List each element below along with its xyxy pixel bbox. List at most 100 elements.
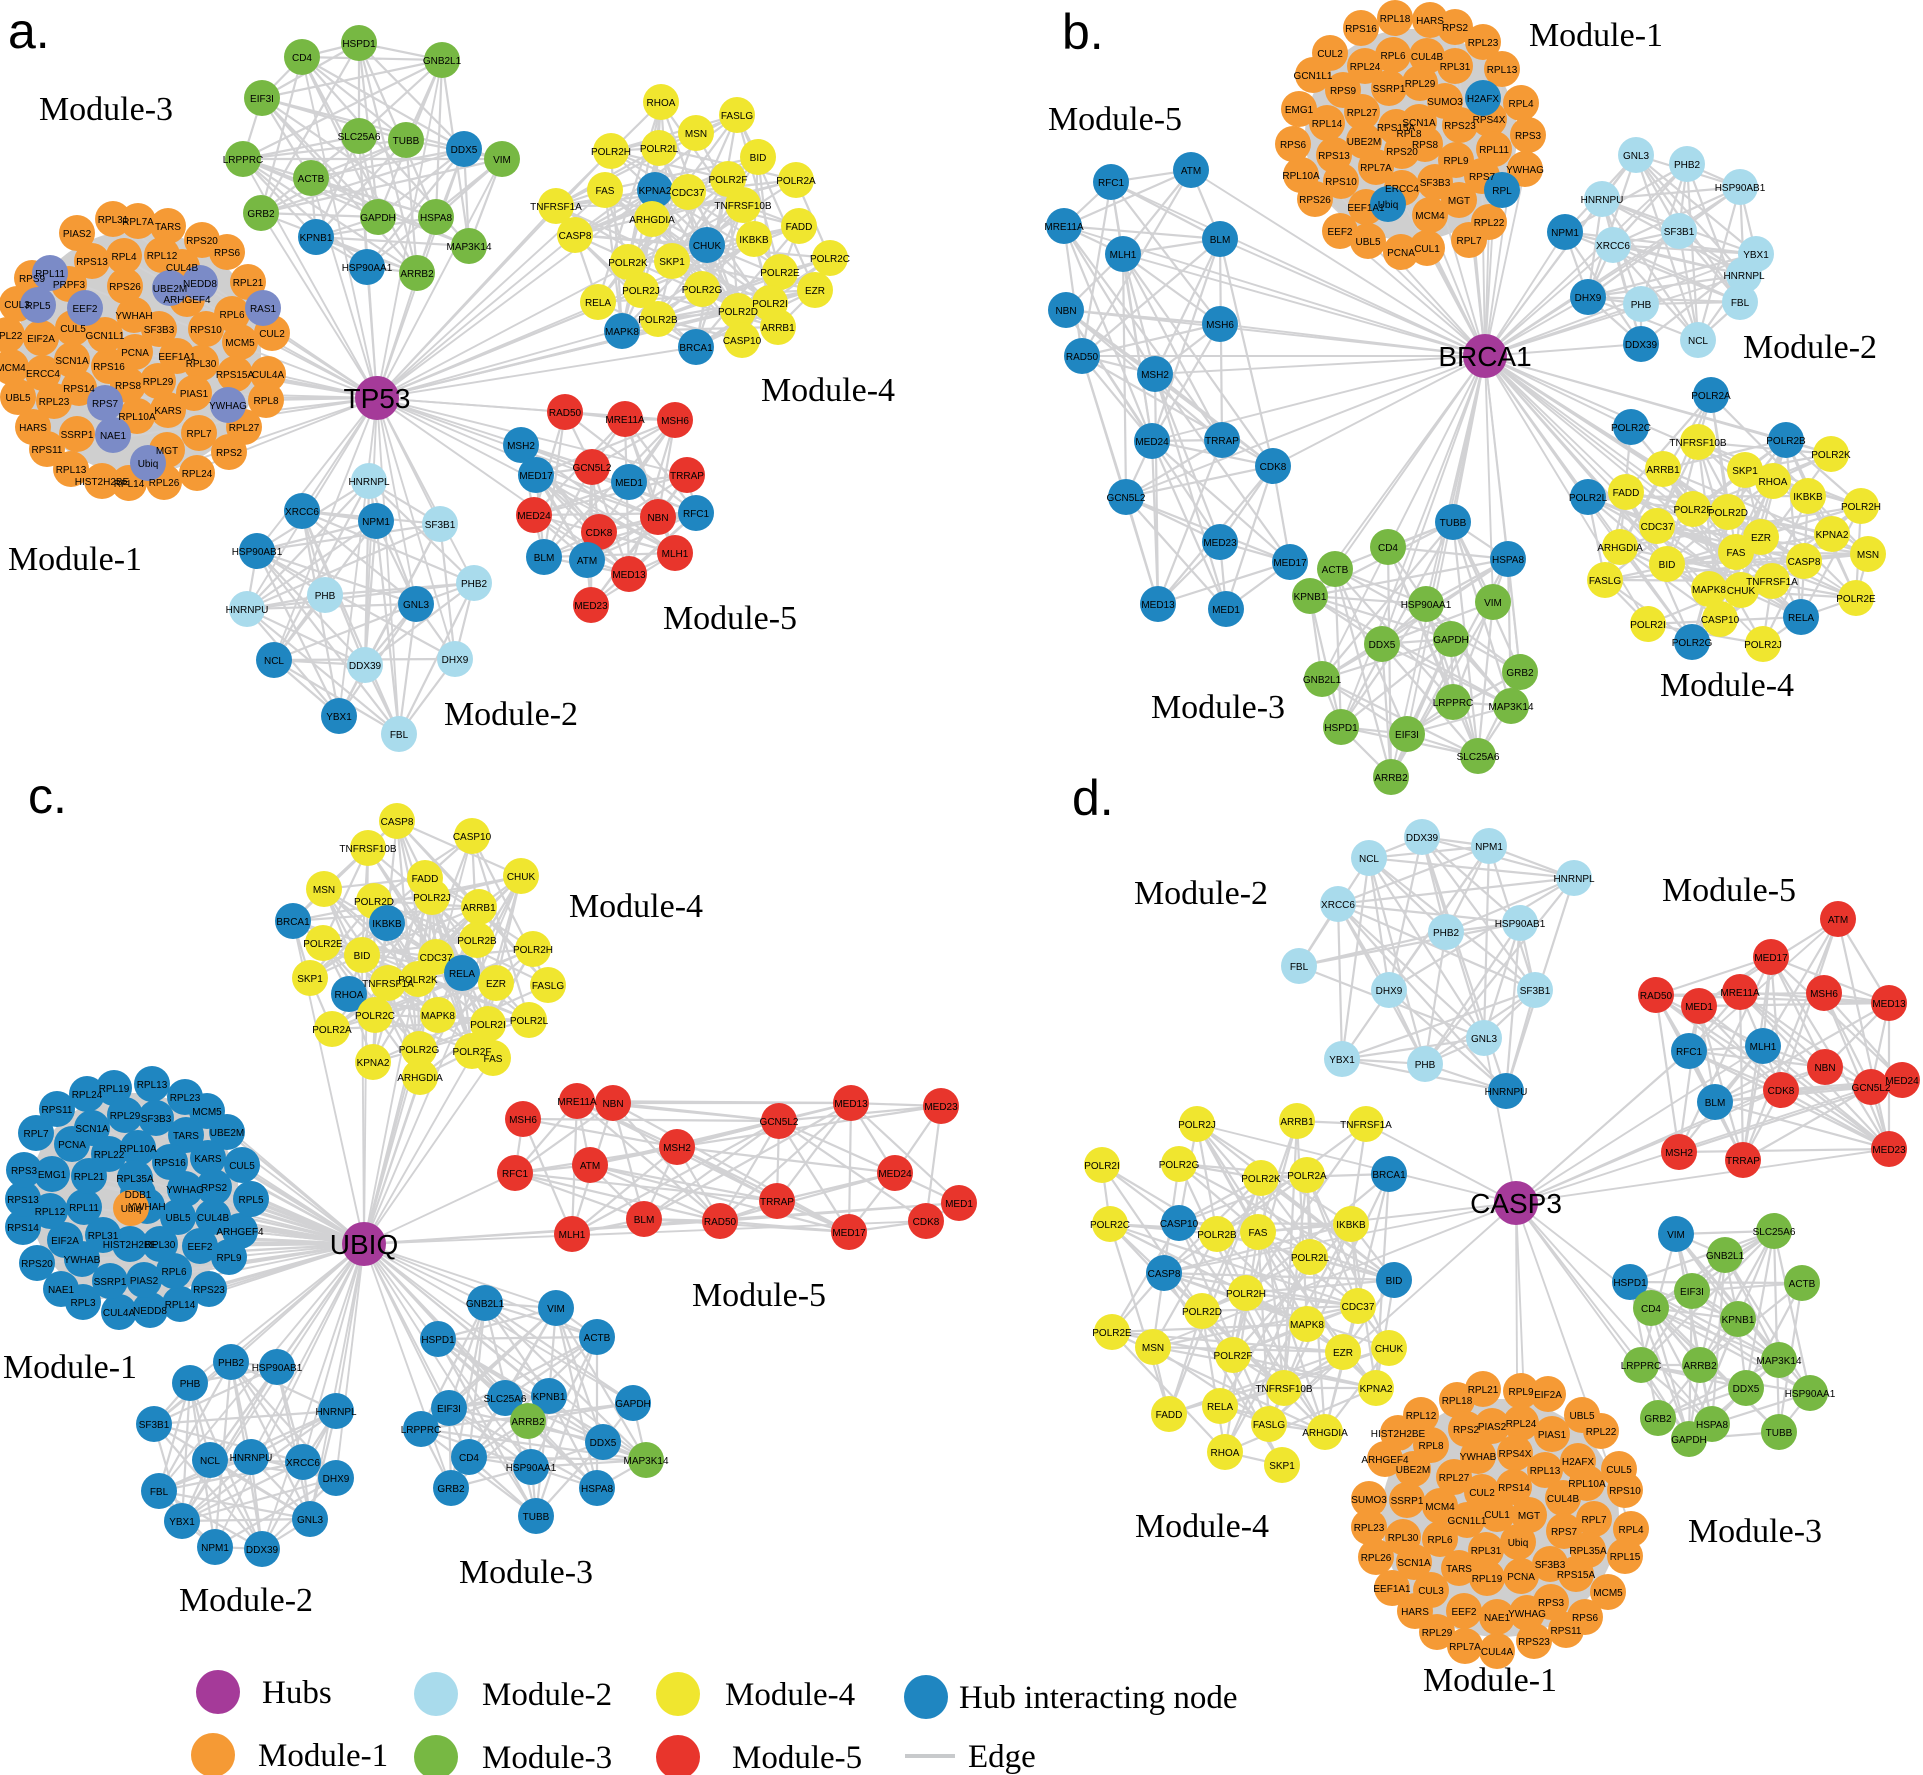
svg-text:KARS: KARS	[194, 1154, 222, 1165]
svg-text:RPL27: RPL27	[229, 423, 260, 434]
svg-text:RPS11: RPS11	[32, 445, 63, 456]
svg-text:ARRB1: ARRB1	[1646, 465, 1680, 476]
svg-text:ARHGDIA: ARHGDIA	[1597, 543, 1643, 554]
svg-text:Module-2: Module-2	[482, 1677, 612, 1713]
svg-text:DDX39: DDX39	[246, 1545, 279, 1556]
svg-text:HSP90AA1: HSP90AA1	[1401, 600, 1452, 611]
svg-text:POLR2E: POLR2E	[760, 268, 800, 279]
svg-text:ARHGDIA: ARHGDIA	[1302, 1428, 1348, 1439]
svg-text:IKBKB: IKBKB	[739, 235, 769, 246]
svg-text:MCM5: MCM5	[192, 1107, 222, 1118]
svg-text:Module-1: Module-1	[258, 1738, 388, 1774]
svg-text:PCNA: PCNA	[58, 1140, 86, 1151]
svg-text:RPL: RPL	[1492, 186, 1512, 197]
svg-text:Module-5: Module-5	[663, 600, 797, 637]
svg-text:CD4: CD4	[1641, 1304, 1661, 1315]
svg-text:XRCC6: XRCC6	[1596, 241, 1630, 252]
svg-text:FAS: FAS	[484, 1054, 503, 1065]
svg-text:ATM: ATM	[1181, 166, 1201, 177]
svg-text:POLR2C: POLR2C	[1611, 423, 1651, 434]
svg-text:CUL5: CUL5	[60, 324, 86, 335]
svg-text:CHUK: CHUK	[1727, 586, 1756, 597]
svg-text:ARHGEF4: ARHGEF4	[1361, 1455, 1409, 1466]
svg-text:KPNA2: KPNA2	[357, 1058, 390, 1069]
svg-text:POLR2L: POLR2L	[1291, 1253, 1330, 1264]
svg-text:Hubs: Hubs	[262, 1675, 332, 1711]
svg-text:NEDD8: NEDD8	[183, 279, 217, 290]
svg-text:RPL23: RPL23	[1354, 1523, 1385, 1534]
svg-text:POLR2B: POLR2B	[457, 936, 497, 947]
svg-text:RPL11: RPL11	[35, 269, 65, 280]
svg-text:HSP90AB1: HSP90AB1	[1495, 919, 1546, 930]
svg-text:RPL24: RPL24	[1350, 62, 1381, 73]
svg-text:HSPD1: HSPD1	[1613, 1278, 1647, 1289]
svg-text:TRRAP: TRRAP	[1205, 436, 1239, 447]
svg-text:POLR2J: POLR2J	[1178, 1120, 1216, 1131]
svg-text:POLR2A: POLR2A	[312, 1025, 352, 1036]
svg-text:TUBB: TUBB	[1766, 1428, 1793, 1439]
svg-text:EZR: EZR	[805, 286, 825, 297]
svg-text:RPS13: RPS13	[76, 257, 108, 268]
svg-text:Module-3: Module-3	[459, 1554, 593, 1591]
svg-text:RPS10: RPS10	[1325, 177, 1357, 188]
svg-text:Module-2: Module-2	[1134, 875, 1268, 912]
svg-text:RPL4: RPL4	[1508, 99, 1533, 110]
svg-text:TNFRSF1A: TNFRSF1A	[1340, 1120, 1392, 1131]
svg-text:ACTB: ACTB	[584, 1333, 611, 1344]
svg-text:RPL18: RPL18	[1442, 1396, 1473, 1407]
svg-text:RELA: RELA	[1788, 613, 1814, 624]
svg-text:RPL31: RPL31	[1471, 1546, 1502, 1557]
svg-text:RPL31: RPL31	[1440, 62, 1471, 73]
svg-text:RPS4X: RPS4X	[1473, 115, 1506, 126]
svg-text:ARHGEF4: ARHGEF4	[163, 295, 211, 306]
svg-text:RPS26: RPS26	[109, 282, 141, 293]
svg-text:EZR: EZR	[486, 979, 506, 990]
svg-text:RPL35A: RPL35A	[116, 1174, 154, 1185]
svg-text:RHOA: RHOA	[335, 990, 364, 1001]
svg-text:TNFRSF10B: TNFRSF10B	[714, 201, 772, 212]
svg-text:RPL22: RPL22	[1586, 1427, 1617, 1438]
svg-text:LRPPRC: LRPPRC	[401, 1425, 442, 1436]
svg-text:MAP3K14: MAP3K14	[446, 242, 491, 253]
svg-text:SLC25A6: SLC25A6	[1753, 1227, 1796, 1238]
svg-text:CUL4A: CUL4A	[103, 1308, 136, 1319]
svg-text:RPS14: RPS14	[63, 384, 95, 395]
svg-text:PHB2: PHB2	[461, 579, 488, 590]
svg-text:NCL: NCL	[1359, 854, 1379, 865]
svg-text:PHB2: PHB2	[1433, 928, 1460, 939]
svg-text:MED24: MED24	[1135, 437, 1169, 448]
svg-text:GNL3: GNL3	[297, 1515, 324, 1526]
svg-text:PHB: PHB	[180, 1379, 201, 1390]
svg-text:PCNA: PCNA	[1387, 248, 1415, 259]
svg-text:POLR2H: POLR2H	[1841, 502, 1881, 513]
svg-text:HSPA8: HSPA8	[581, 1484, 613, 1495]
svg-text:MED13: MED13	[834, 1099, 868, 1110]
svg-text:POLR2D: POLR2D	[718, 307, 758, 318]
svg-text:RPS20: RPS20	[186, 236, 218, 247]
svg-text:RPS15A: RPS15A	[216, 370, 255, 381]
svg-text:CUL2: CUL2	[259, 329, 285, 340]
svg-text:CUL5: CUL5	[1606, 1465, 1632, 1476]
svg-text:TP53: TP53	[344, 383, 411, 414]
svg-text:BID: BID	[1386, 1276, 1403, 1287]
svg-text:SF3B1: SF3B1	[1664, 227, 1695, 238]
svg-text:DHX9: DHX9	[1376, 986, 1403, 997]
svg-text:YWHAG: YWHAG	[1506, 165, 1544, 176]
svg-text:MED1: MED1	[945, 1199, 973, 1210]
svg-text:RPL19: RPL19	[99, 1084, 130, 1095]
svg-text:EIF3I: EIF3I	[1395, 730, 1419, 741]
svg-text:HIST2H2BE: HIST2H2BE	[103, 1240, 158, 1251]
svg-text:Ubiq: Ubiq	[138, 459, 159, 470]
svg-text:MED17: MED17	[832, 1228, 866, 1239]
svg-text:Module-3: Module-3	[482, 1740, 612, 1775]
svg-text:RPL8: RPL8	[1396, 129, 1421, 140]
svg-text:KPNA2: KPNA2	[1816, 530, 1849, 541]
svg-text:GCN5L2: GCN5L2	[573, 463, 612, 474]
svg-text:EIF3I: EIF3I	[250, 94, 274, 105]
svg-text:ARRB2: ARRB2	[1683, 1361, 1717, 1372]
svg-text:ARHGEF4: ARHGEF4	[216, 1227, 264, 1238]
svg-text:RPS23: RPS23	[1518, 1637, 1550, 1648]
svg-text:IKBKB: IKBKB	[1336, 1220, 1366, 1231]
svg-text:RPL26: RPL26	[149, 478, 180, 489]
svg-text:DDX39: DDX39	[1625, 340, 1658, 351]
